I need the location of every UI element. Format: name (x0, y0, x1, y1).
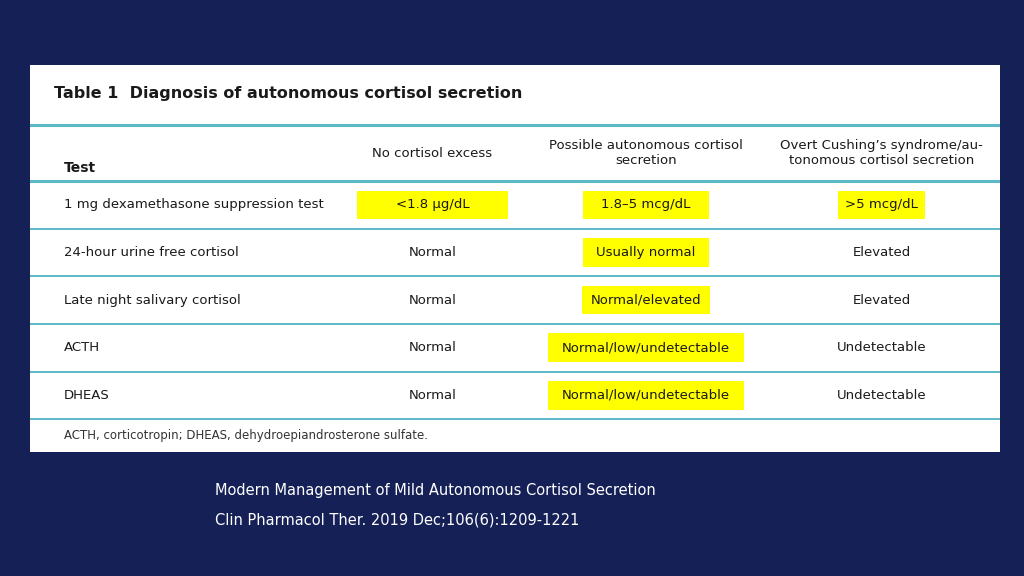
Text: Normal/low/undetectable: Normal/low/undetectable (562, 341, 730, 354)
Text: Late night salivary cortisol: Late night salivary cortisol (63, 294, 241, 306)
Text: Table 1  Diagnosis of autonomous cortisol secretion: Table 1 Diagnosis of autonomous cortisol… (54, 86, 522, 101)
Text: Modern Management of Mild Autonomous Cortisol Secretion: Modern Management of Mild Autonomous Cor… (215, 483, 655, 498)
Text: Normal: Normal (409, 246, 457, 259)
Bar (548, 334, 744, 362)
Text: Usually normal: Usually normal (596, 246, 695, 259)
Text: Normal: Normal (409, 341, 457, 354)
Text: Elevated: Elevated (853, 246, 910, 259)
Text: 1.8–5 mcg/dL: 1.8–5 mcg/dL (601, 198, 690, 211)
Bar (583, 191, 709, 219)
Text: <1.8 μg/dL: <1.8 μg/dL (395, 198, 469, 211)
Text: Possible autonomous cortisol
secretion: Possible autonomous cortisol secretion (549, 139, 742, 167)
Text: Normal/elevated: Normal/elevated (591, 294, 701, 306)
Text: Elevated: Elevated (853, 294, 910, 306)
Text: Normal: Normal (409, 389, 457, 402)
Text: DHEAS: DHEAS (63, 389, 110, 402)
Text: Normal: Normal (409, 294, 457, 306)
Bar (838, 191, 926, 219)
Bar (548, 381, 744, 410)
Text: >5 mcg/dL: >5 mcg/dL (845, 198, 919, 211)
Text: No cortisol excess: No cortisol excess (373, 146, 493, 160)
Text: 1 mg dexamethasone suppression test: 1 mg dexamethasone suppression test (63, 198, 324, 211)
Text: 24-hour urine free cortisol: 24-hour urine free cortisol (63, 246, 239, 259)
Text: ACTH: ACTH (63, 341, 100, 354)
Text: Undetectable: Undetectable (837, 389, 927, 402)
Text: Test: Test (63, 161, 96, 175)
Text: Overt Cushing’s syndrome/au-
tonomous cortisol secretion: Overt Cushing’s syndrome/au- tonomous co… (780, 139, 983, 167)
Text: Undetectable: Undetectable (837, 341, 927, 354)
Bar (582, 286, 710, 314)
Text: Normal/low/undetectable: Normal/low/undetectable (562, 389, 730, 402)
Text: Clin Pharmacol Ther. 2019 Dec;106(6):1209-1221: Clin Pharmacol Ther. 2019 Dec;106(6):120… (215, 512, 580, 527)
Text: ACTH, corticotropin; DHEAS, dehydroepiandrosterone sulfate.: ACTH, corticotropin; DHEAS, dehydroepian… (63, 429, 428, 442)
Bar (583, 238, 709, 267)
Bar (357, 191, 508, 219)
